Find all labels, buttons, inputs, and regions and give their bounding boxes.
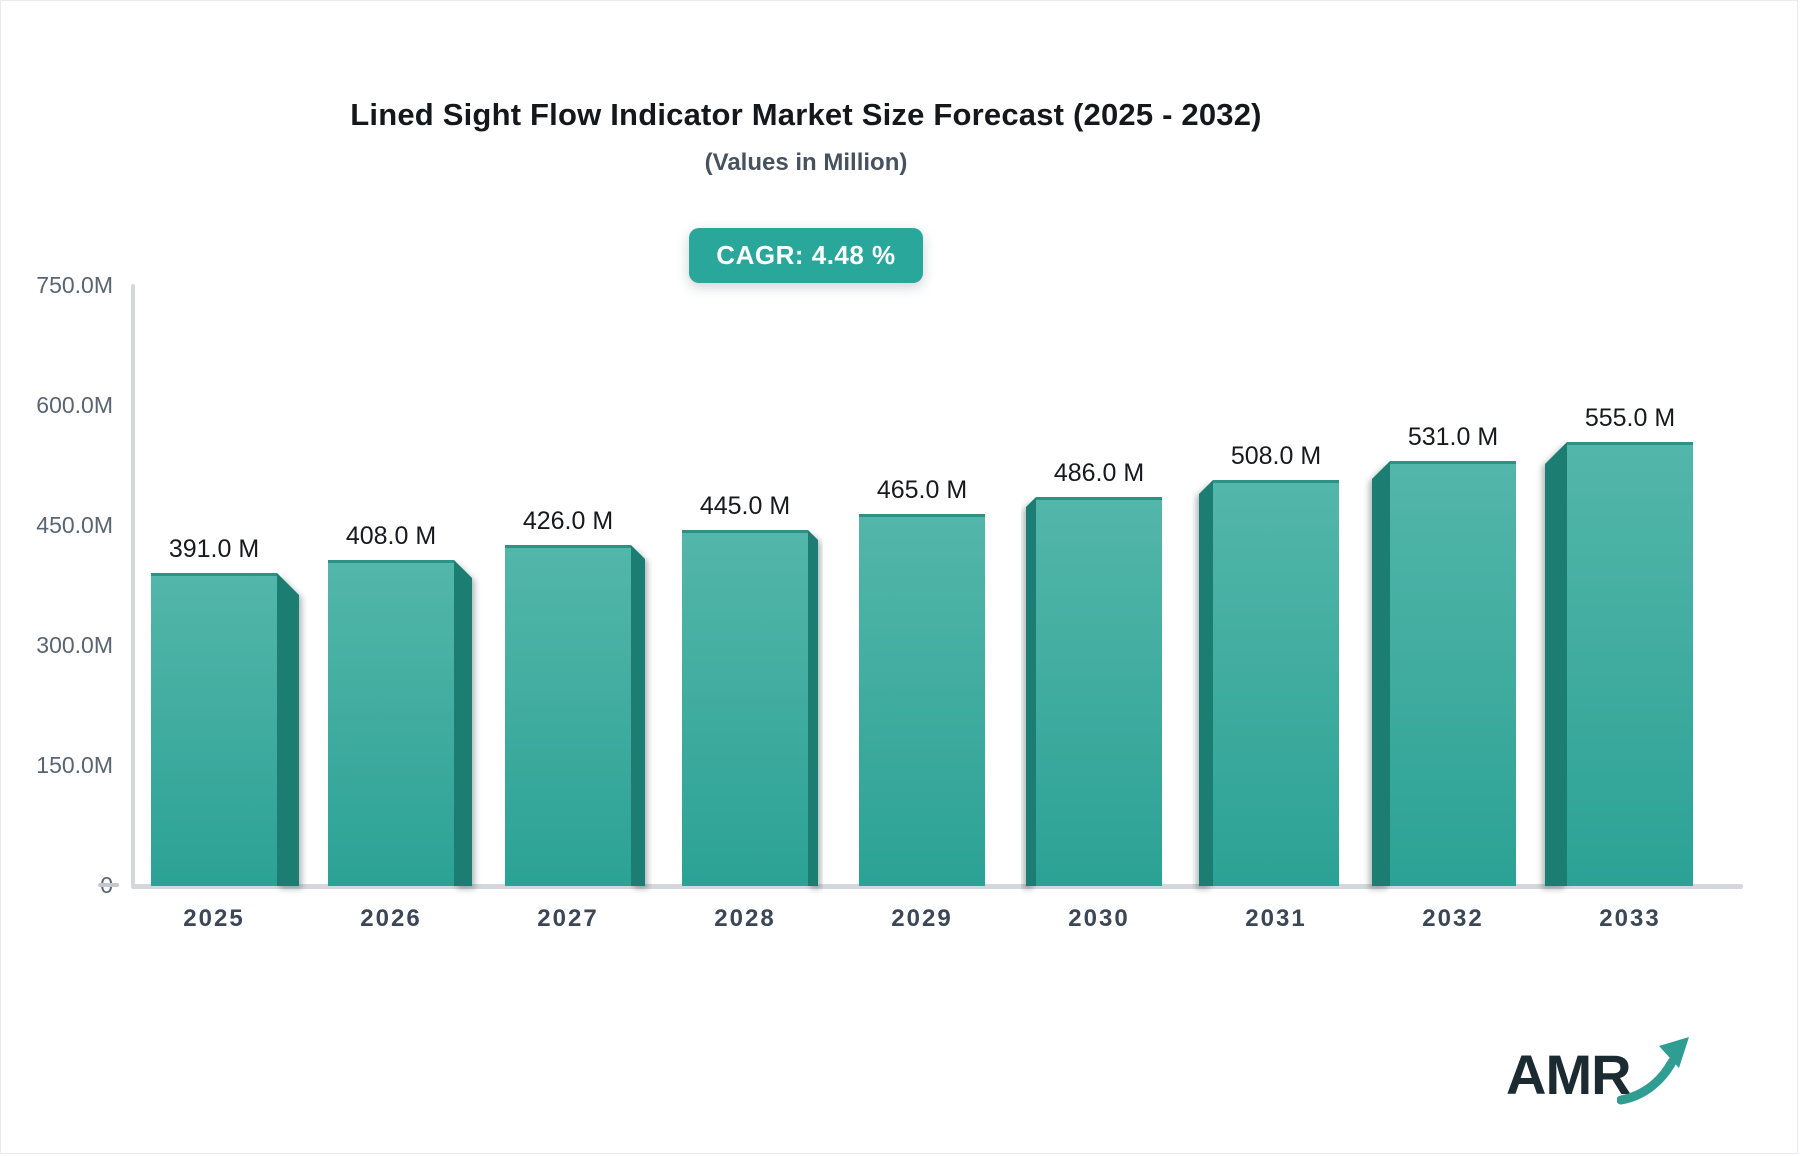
bar-value-label: 408.0 M	[345, 522, 437, 550]
y-axis-tick-label: 450.0M	[36, 512, 113, 538]
chart-subtitle: (Values in Million)	[704, 149, 908, 176]
bar-2027	[505, 545, 645, 886]
x-axis-label: 2025	[183, 905, 245, 932]
y-axis-tick-label: 0	[1, 872, 113, 899]
x-axis-label: 2031	[1245, 905, 1307, 932]
bar-2031	[1199, 480, 1339, 886]
x-axis-baseline	[131, 884, 1743, 889]
y-axis-line	[131, 284, 135, 886]
x-axis-label: 2027	[537, 905, 599, 932]
amr-logo-text: AMR	[1506, 1042, 1632, 1106]
bar-value-label: 555.0 M	[1584, 404, 1676, 432]
bar-2033	[1545, 442, 1693, 886]
bar-value-label: 465.0 M	[876, 476, 968, 504]
y-axis-tick-label: 750.0M	[36, 272, 113, 298]
bar-2028	[682, 530, 818, 886]
x-axis-label: 2026	[360, 905, 422, 932]
bar-2032	[1372, 461, 1516, 886]
bar-2030	[1026, 497, 1162, 886]
x-axis-label: 2029	[891, 905, 953, 932]
amr-logo: AMR	[1506, 1029, 1746, 1119]
y-axis-tick-label: 600.0M	[36, 392, 113, 418]
bar-2025	[151, 573, 299, 886]
x-axis-label: 2033	[1599, 905, 1661, 932]
cagr-badge: CAGR: 4.48 %	[689, 228, 923, 283]
bar-value-label: 531.0 M	[1407, 423, 1499, 451]
bar-value-label: 445.0 M	[699, 492, 791, 520]
zero-tick-mark	[98, 883, 119, 887]
x-axis-label: 2028	[714, 905, 776, 932]
bar-value-label: 426.0 M	[522, 507, 614, 535]
bar-2029	[859, 514, 985, 886]
bar-value-label: 508.0 M	[1230, 442, 1322, 470]
cagr-badge-wrap: CAGR: 4.48 %	[1, 228, 1611, 283]
bar-2026	[328, 560, 472, 886]
chart-title: Lined Sight Flow Indicator Market Size F…	[350, 97, 1262, 132]
bar-value-label: 486.0 M	[1053, 459, 1145, 487]
y-axis-tick-label: 150.0M	[36, 752, 113, 778]
amr-logo-arrow-icon	[1616, 1037, 1689, 1105]
x-axis-label: 2030	[1068, 905, 1130, 932]
x-axis-label: 2032	[1422, 905, 1484, 932]
bar-value-label: 391.0 M	[168, 535, 260, 563]
y-axis-tick-label: 300.0M	[36, 632, 113, 658]
